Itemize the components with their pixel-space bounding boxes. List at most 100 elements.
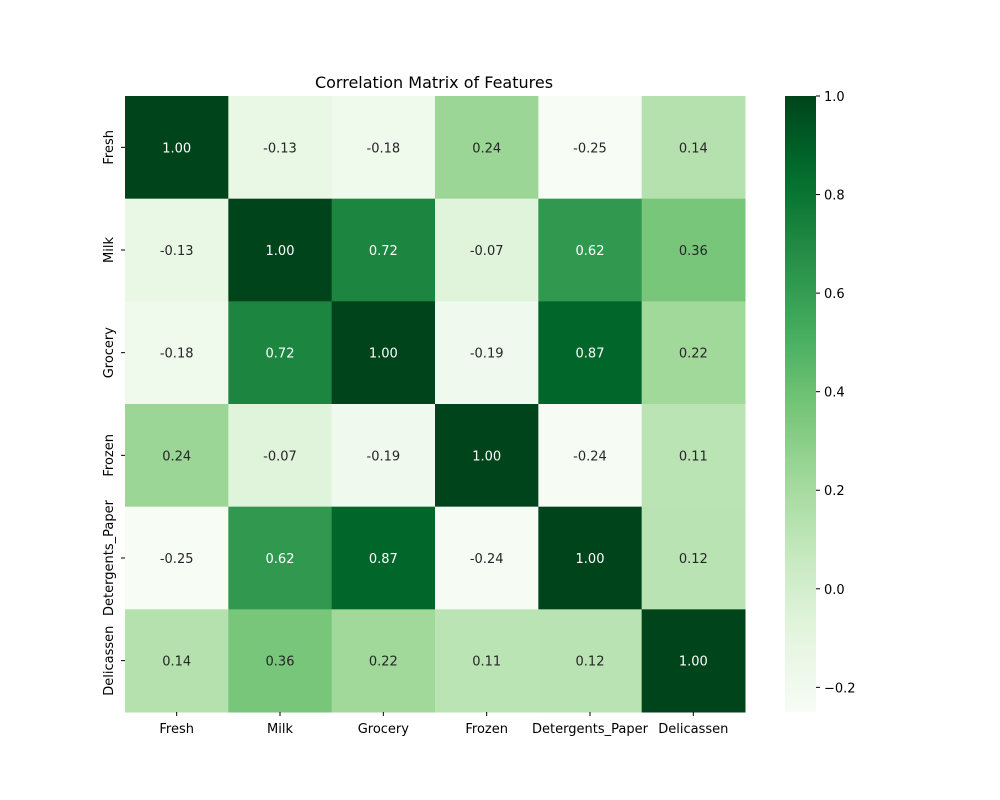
- x-axis-ticks: Fresh Milk Grocery Frozen Detergents_Paper De…: [159, 712, 728, 737]
- y-tick-label: Grocery: [102, 327, 117, 379]
- heatmap-cell-frozen-delicassen: [641, 404, 746, 508]
- y-tick-label: Milk: [102, 237, 117, 263]
- y-tick-label: Frozen: [102, 434, 117, 477]
- heatmap-cell-grocery-delicassen: [641, 301, 746, 405]
- heatmap-cell-milk-milk: [228, 198, 333, 302]
- cell-annotation: -0.19: [470, 347, 504, 362]
- heatmap-cell-detergents_paper-grocery: [331, 506, 436, 610]
- colorbar-tick-label: −0.2: [824, 681, 856, 696]
- x-tick-label: Detergents_Paper: [532, 722, 649, 737]
- colorbar-gradient: [785, 96, 816, 712]
- heatmap-cell-fresh-frozen: [435, 96, 539, 200]
- cell-annotation: 0.36: [679, 244, 708, 259]
- heatmap-cell-frozen-grocery: [331, 404, 436, 508]
- heatmap-cell-grocery-grocery: [331, 301, 436, 405]
- heatmap-cell-detergents_paper-frozen: [435, 506, 539, 610]
- cell-annotation: 1.00: [679, 655, 708, 670]
- heatmap-cell-frozen-fresh: [125, 404, 229, 508]
- heatmap-cell-milk-detergents_paper: [538, 198, 643, 302]
- x-tick-label: Delicassen: [658, 722, 728, 737]
- cell-annotation: -0.24: [573, 449, 607, 464]
- chart-title: Correlation Matrix of Features: [315, 73, 553, 92]
- colorbar-tick-label: 0.8: [824, 189, 845, 204]
- heatmap-cell-milk-fresh: [125, 198, 229, 302]
- cell-annotation: -0.18: [367, 141, 401, 156]
- cell-annotation: 0.72: [266, 347, 295, 362]
- heatmap-cell-milk-frozen: [435, 198, 539, 302]
- heatmap-cell-grocery-frozen: [435, 301, 539, 405]
- heatmap-cell-fresh-detergents_paper: [538, 96, 643, 200]
- cell-annotation: 0.14: [679, 141, 708, 156]
- heatmap-cells: [125, 96, 746, 713]
- cell-annotation: -0.18: [160, 347, 194, 362]
- heatmap-cell-frozen-milk: [228, 404, 333, 508]
- cell-annotation: -0.25: [573, 141, 607, 156]
- y-tick-label: Detergents_Paper: [102, 499, 117, 616]
- heatmap-cell-milk-grocery: [331, 198, 436, 302]
- cell-annotation: -0.25: [160, 552, 194, 567]
- heatmap-cell-delicassen-delicassen: [641, 609, 746, 713]
- heatmap-cell-grocery-fresh: [125, 301, 229, 405]
- cell-annotation: 0.36: [266, 655, 295, 670]
- colorbar-tick-label: 0.2: [824, 484, 845, 499]
- cell-annotation: 0.14: [162, 655, 191, 670]
- cell-annotation: 0.11: [679, 449, 708, 464]
- cell-annotation: -0.24: [470, 552, 504, 567]
- cell-annotations: 1.00 -0.13 -0.18 0.24 -0.25 0.14 -0.13 1.00 0.72…: [160, 141, 708, 669]
- cell-annotation: -0.07: [263, 449, 297, 464]
- x-tick-label: Fresh: [159, 722, 194, 737]
- heatmap-cell-fresh-fresh: [125, 96, 229, 200]
- cell-annotation: 1.00: [369, 347, 398, 362]
- cell-annotation: -0.13: [160, 244, 194, 259]
- y-tick-label: Delicassen: [102, 626, 117, 696]
- cell-annotation: 1.00: [576, 552, 605, 567]
- heatmap-cell-fresh-milk: [228, 96, 333, 200]
- heatmap-cell-milk-delicassen: [641, 198, 746, 302]
- cell-annotation: -0.07: [470, 244, 504, 259]
- cell-annotation: 0.24: [472, 141, 501, 156]
- cell-annotation: 0.24: [162, 449, 191, 464]
- x-tick-label: Milk: [267, 722, 293, 737]
- heatmap-cell-detergents_paper-fresh: [125, 506, 229, 610]
- colorbar: −0.2 0.0 0.2 0.4 0.6 0.8 1.0: [785, 90, 856, 712]
- cell-annotation: -0.19: [367, 449, 401, 464]
- x-tick-label: Frozen: [465, 722, 508, 737]
- heatmap-cell-frozen-frozen: [435, 404, 539, 508]
- heatmap-cell-delicassen-frozen: [435, 609, 539, 713]
- cell-annotation: 0.12: [576, 655, 605, 670]
- cell-annotation: 0.22: [679, 347, 708, 362]
- heatmap-cell-detergents_paper-detergents_paper: [538, 506, 643, 610]
- heatmap-cell-delicassen-detergents_paper: [538, 609, 643, 713]
- x-tick-label: Grocery: [358, 722, 410, 737]
- heatmap-cell-grocery-detergents_paper: [538, 301, 643, 405]
- y-tick-label: Fresh: [102, 130, 117, 165]
- heatmap-cell-delicassen-grocery: [331, 609, 436, 713]
- heatmap-cell-detergents_paper-delicassen: [641, 506, 746, 610]
- colorbar-tick-label: 0.0: [824, 583, 845, 598]
- cell-annotation: 1.00: [266, 244, 295, 259]
- heatmap-cell-frozen-detergents_paper: [538, 404, 643, 508]
- cell-annotation: 0.62: [576, 244, 605, 259]
- cell-annotation: 1.00: [472, 449, 501, 464]
- heatmap-cell-delicassen-milk: [228, 609, 333, 713]
- cell-annotation: 0.11: [472, 655, 501, 670]
- cell-annotation: 0.22: [369, 655, 398, 670]
- cell-annotation: 1.00: [162, 141, 191, 156]
- cell-annotation: 0.12: [679, 552, 708, 567]
- heatmap-cell-grocery-milk: [228, 301, 333, 405]
- cell-annotation: 0.72: [369, 244, 398, 259]
- cell-annotation: 0.62: [266, 552, 295, 567]
- cell-annotation: 0.87: [576, 347, 605, 362]
- colorbar-tick-label: 0.6: [824, 287, 845, 302]
- colorbar-tick-label: 0.4: [824, 386, 845, 401]
- heatmap-cell-detergents_paper-milk: [228, 506, 333, 610]
- colorbar-tick-label: 1.0: [824, 90, 845, 105]
- cell-annotation: -0.13: [263, 141, 297, 156]
- heatmap-cell-delicassen-fresh: [125, 609, 229, 713]
- y-axis-ticks: Fresh Milk Grocery Frozen Detergents_Paper De…: [102, 130, 125, 696]
- cell-annotation: 0.87: [369, 552, 398, 567]
- heatmap-cell-fresh-grocery: [331, 96, 436, 200]
- heatmap-cell-fresh-delicassen: [641, 96, 746, 200]
